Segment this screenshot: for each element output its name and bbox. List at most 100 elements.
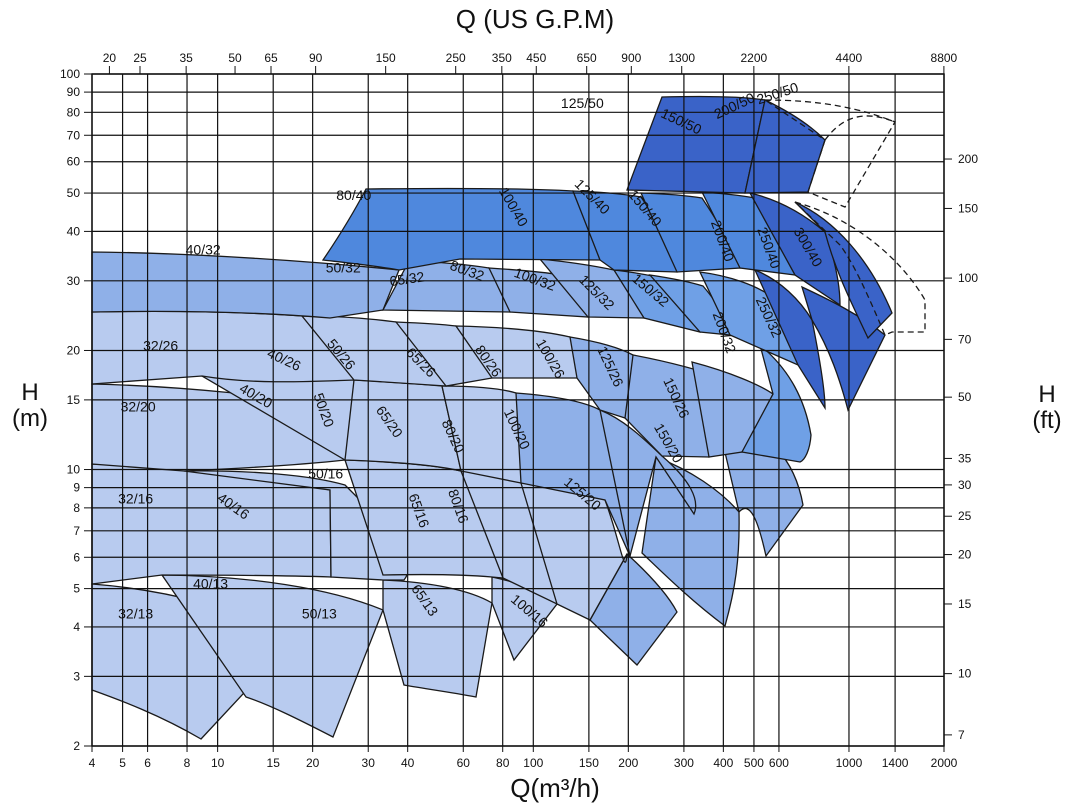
region-label: 32/16 — [118, 491, 153, 507]
x-tick-label: 150 — [579, 756, 599, 770]
region-label: 40/32 — [186, 241, 221, 257]
top-tick-label: 50 — [228, 51, 242, 65]
ticks-layer: 4 5 6 8 10 15 20 30 40 60 80 100 150 200 300 400 500 600 1… — [60, 51, 978, 770]
right-tick-label: 10 — [958, 667, 972, 681]
right-axis-unit: (ft) — [1032, 407, 1062, 434]
right-tick-label: 35 — [958, 451, 972, 465]
y-tick-label: 9 — [73, 481, 80, 495]
pump-region-shape — [800, 285, 886, 412]
x-tick-label: 60 — [457, 756, 471, 770]
x-tick-label: 20 — [306, 756, 320, 770]
x-tick-label: 1000 — [836, 756, 863, 770]
x-tick-label: 200 — [618, 756, 638, 770]
y-tick-label: 70 — [67, 128, 81, 142]
right-tick-label: 200 — [958, 152, 978, 166]
pump-region-shape — [626, 95, 766, 194]
x-tick-label: 10 — [211, 756, 225, 770]
pump-region-shape — [641, 456, 740, 628]
y-tick-label: 8 — [73, 501, 80, 515]
x-tick-label: 6 — [144, 756, 151, 770]
region-label: 65/32 — [389, 268, 426, 289]
top-axis-title: Q (US G.P.M) — [455, 4, 615, 34]
extended-range-outline — [794, 201, 926, 336]
region-label: 32/13 — [118, 606, 153, 622]
x-tick-label: 400 — [713, 756, 733, 770]
top-tick-label: 8800 — [931, 51, 958, 65]
y-tick-label: 80 — [67, 105, 81, 119]
grid-layer — [91, 73, 945, 747]
y-tick-label: 90 — [67, 85, 81, 99]
x-axis-title: Q(m³/h) — [0, 773, 1070, 804]
top-tick-label: 350 — [492, 51, 512, 65]
y-tick-label: 60 — [67, 155, 81, 169]
top-tick-label: 650 — [577, 51, 597, 65]
x-tick-label: 500 — [744, 756, 764, 770]
y-tick-label: 5 — [73, 582, 80, 596]
top-tick-label: 900 — [621, 51, 641, 65]
right-tick-label: 50 — [958, 390, 972, 404]
right-axis-symbol: H — [1038, 381, 1056, 408]
right-tick-label: 30 — [958, 478, 972, 492]
left-axis-symbol: H — [21, 379, 39, 406]
extended-range-outline — [824, 115, 896, 141]
x-tick-label: 15 — [267, 756, 281, 770]
y-tick-label: 20 — [67, 343, 81, 357]
plot-frame — [91, 73, 945, 747]
y-tick-label: 100 — [60, 67, 80, 81]
pump-region-shape — [741, 343, 812, 463]
x-tick-label: 100 — [523, 756, 543, 770]
top-tick-label: 20 — [103, 51, 117, 65]
right-tick-label: 70 — [958, 332, 972, 346]
pump-region-shape — [599, 408, 697, 557]
pump-region-shape — [382, 579, 493, 698]
left-axis-title: H (m) — [0, 380, 60, 432]
region-label: 125/50 — [561, 95, 604, 111]
x-tick-label: 300 — [674, 756, 694, 770]
x-tick-label: 1400 — [882, 756, 909, 770]
region-label: 32/20 — [121, 399, 156, 415]
y-tick-label: 10 — [67, 463, 81, 477]
top-tick-label: 90 — [309, 51, 323, 65]
region-label: 32/26 — [143, 337, 178, 353]
y-tick-label: 6 — [73, 550, 80, 564]
x-tick-label: 2000 — [931, 756, 958, 770]
y-tick-label: 30 — [67, 274, 81, 288]
region-label: 250/50 — [755, 79, 801, 108]
right-tick-label: 100 — [958, 271, 978, 285]
x-tick-label: 4 — [89, 756, 96, 770]
y-tick-label: 40 — [67, 224, 81, 238]
region-label: 40/13 — [193, 576, 228, 592]
top-tick-label: 450 — [526, 51, 546, 65]
pump-region-shape — [744, 99, 826, 194]
region-label: 80/40 — [336, 187, 371, 203]
x-tick-label: 8 — [184, 756, 191, 770]
y-tick-label: 7 — [73, 524, 80, 538]
top-tick-label: 65 — [264, 51, 278, 65]
x-tick-label: 80 — [496, 756, 510, 770]
x-tick-label: 5 — [119, 756, 126, 770]
pump-region-shape — [794, 201, 893, 340]
pump-region-shape — [91, 251, 400, 319]
region-label: 50/32 — [326, 259, 361, 275]
right-tick-label: 20 — [958, 548, 972, 562]
top-tick-label: 25 — [133, 51, 147, 65]
top-tick-label: 150 — [376, 51, 396, 65]
y-tick-label: 2 — [73, 739, 80, 753]
y-tick-label: 15 — [67, 393, 81, 407]
extended-range-outline — [762, 99, 896, 208]
x-tick-label: 30 — [362, 756, 376, 770]
x-tick-label: 40 — [401, 756, 415, 770]
x-axis-title-text: Q(m³/h) — [510, 773, 600, 803]
y-tick-label: 50 — [67, 186, 81, 200]
top-tick-label: 4400 — [836, 51, 863, 65]
y-tick-label: 3 — [73, 669, 80, 683]
right-tick-label: 15 — [958, 597, 972, 611]
top-tick-label: 1300 — [668, 51, 695, 65]
region-label: 50/13 — [302, 606, 337, 622]
top-tick-label: 2200 — [740, 51, 767, 65]
region-label: 50/16 — [308, 465, 343, 481]
x-tick-label: 600 — [769, 756, 789, 770]
top-tick-label: 35 — [179, 51, 193, 65]
right-tick-label: 7 — [958, 728, 965, 742]
